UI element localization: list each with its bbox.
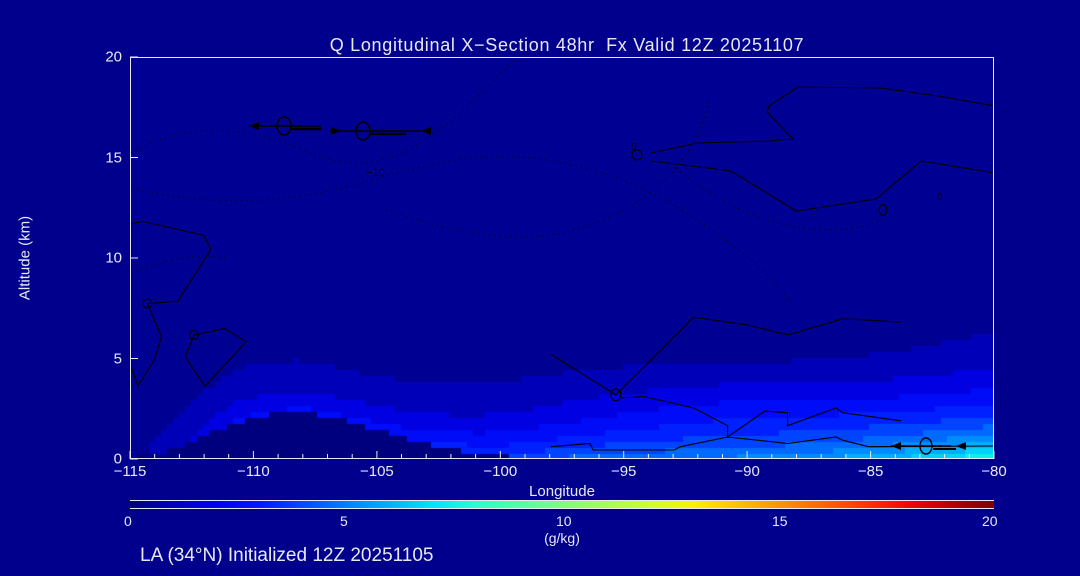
svg-text:0: 0 (631, 142, 637, 153)
svg-text:0: 0 (937, 192, 943, 203)
svg-text:−10: −10 (366, 167, 385, 179)
